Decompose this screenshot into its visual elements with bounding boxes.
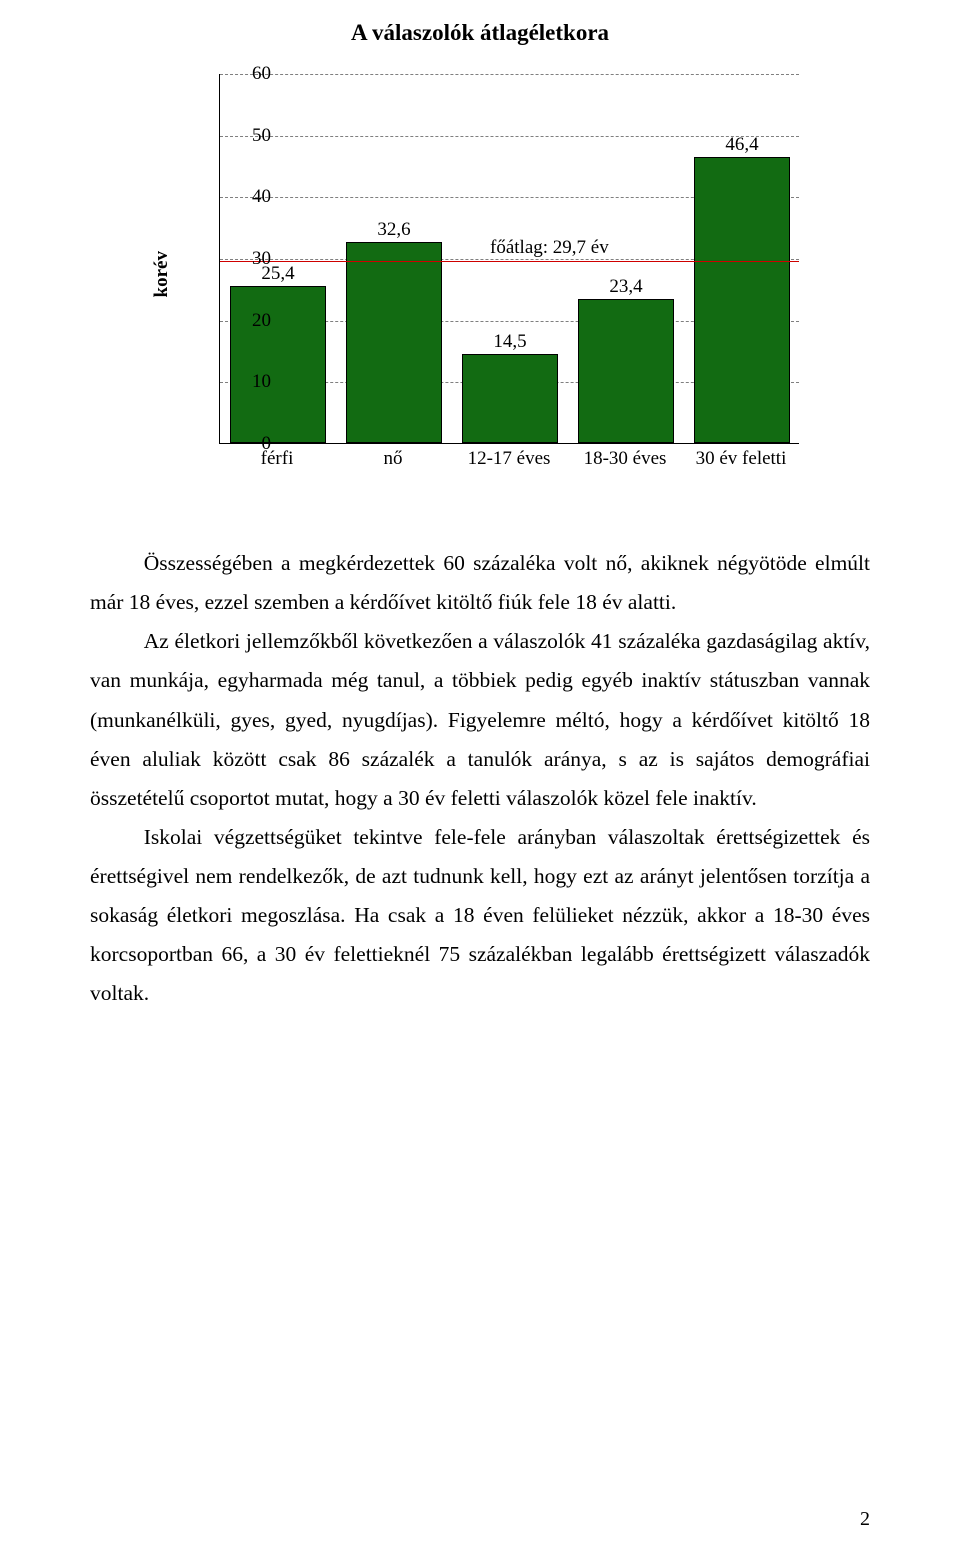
bar (578, 299, 673, 443)
chart-area: 25,432,614,523,446,4főátlag: 29,7 év 010… (179, 64, 819, 484)
xtick-label: nő (384, 448, 403, 470)
bar (462, 354, 557, 443)
gridline (220, 74, 799, 75)
ytick-label: 20 (241, 310, 271, 332)
bar-value-label: 32,6 (377, 219, 410, 241)
paragraph: Az életkori jellemzőkből következően a v… (90, 622, 870, 818)
paragraph: Összességében a megkérdezettek 60 százal… (90, 544, 870, 622)
ytick-label: 60 (241, 63, 271, 85)
paragraph: Iskolai végzettségüket tekintve fele-fel… (90, 818, 870, 1014)
reference-line (220, 261, 799, 262)
xtick-label: férfi (261, 448, 294, 470)
chart-title: A válaszolók átlagéletkora (90, 20, 870, 46)
bar-value-label: 23,4 (609, 276, 642, 298)
page-number: 2 (860, 1508, 870, 1531)
gridline (220, 136, 799, 137)
ytick-label: 10 (241, 371, 271, 393)
page: A válaszolók átlagéletkora korév 25,432,… (0, 20, 960, 1561)
body-text: Összességében a megkérdezettek 60 százal… (90, 544, 870, 1014)
ytick-label: 30 (241, 248, 271, 270)
bar (694, 157, 789, 443)
xtick-label: 30 év feletti (696, 448, 787, 470)
ytick-label: 50 (241, 125, 271, 147)
bar-value-label: 14,5 (493, 331, 526, 353)
xtick-label: 12-17 éves (468, 448, 551, 470)
xtick-label: 18-30 éves (584, 448, 667, 470)
chart-wrap: korév 25,432,614,523,446,4főátlag: 29,7 … (100, 64, 870, 484)
chart-ylabel: korév (151, 251, 173, 297)
chart-plot: 25,432,614,523,446,4főátlag: 29,7 év (219, 74, 799, 444)
bar-value-label: 46,4 (725, 134, 758, 156)
reference-line-label: főátlag: 29,7 év (490, 237, 609, 259)
bar (346, 242, 441, 443)
ytick-label: 40 (241, 186, 271, 208)
